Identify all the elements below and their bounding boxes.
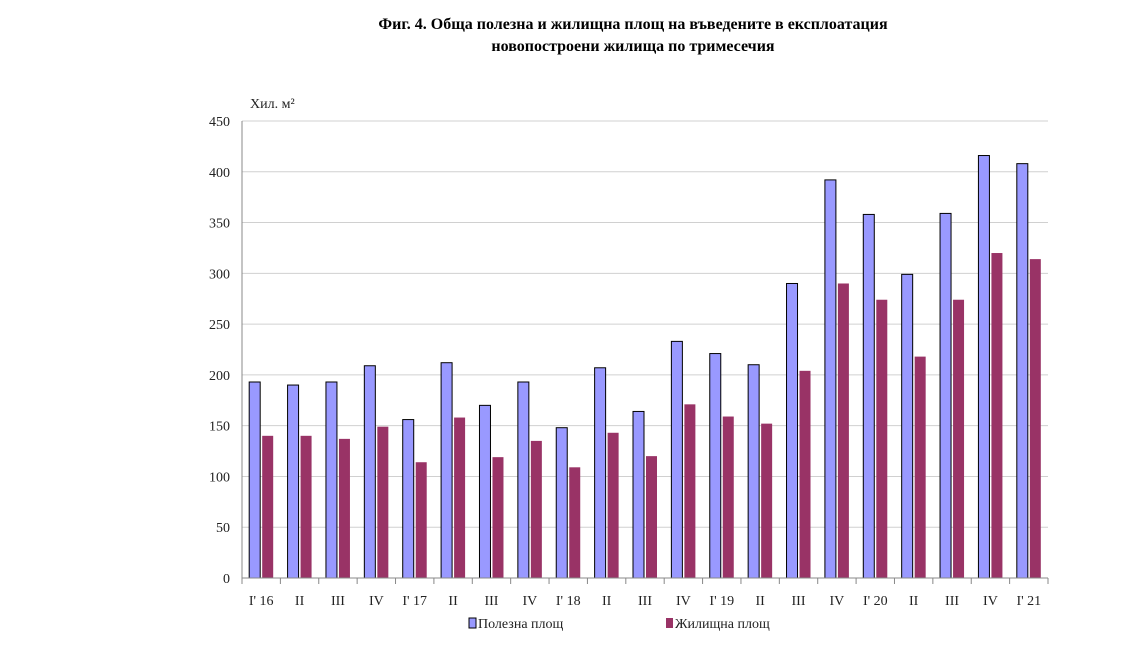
bar-residential-area <box>300 435 312 578</box>
bar-usable-area <box>555 427 568 579</box>
bar-residential-area <box>799 370 811 578</box>
chart-title: Фиг. 4. Обща полезна и жилищна площ на в… <box>0 14 1140 58</box>
bar-residential-area <box>953 299 965 578</box>
bar-residential-area <box>454 417 466 578</box>
bar-usable-area <box>1016 163 1029 579</box>
axes <box>241 121 1049 584</box>
bar-usable-area <box>325 381 338 579</box>
x-tick-label: I' 19 <box>709 594 734 609</box>
bar-residential-area <box>991 253 1003 578</box>
bar-usable-area <box>517 381 530 579</box>
bar-usable-area <box>939 212 952 579</box>
chart-title-line-1: Фиг. 4. Обща полезна и жилищна площ на в… <box>378 16 888 33</box>
y-tick-label: 200 <box>209 369 230 384</box>
legend: Полезна площ Жилищна площ <box>468 617 770 632</box>
y-tick-label: 250 <box>209 318 230 333</box>
x-tick-label: IV <box>983 594 998 609</box>
x-tick-label: II <box>909 594 919 609</box>
x-tick-label: III <box>638 594 652 609</box>
bar-residential-area <box>415 462 427 578</box>
y-tick-labels: 0 50 100 150 200 250 300 350 400 450 <box>209 115 230 587</box>
x-tick-labels: I' 16 II III IV I' 17 II III IV I' 18 II III IV I' 1… <box>249 594 1041 609</box>
x-tick-label: IV <box>369 594 384 609</box>
bar-residential-area <box>569 467 581 578</box>
x-tick-label: IV <box>676 594 691 609</box>
legend-swatch <box>468 617 477 629</box>
x-tick-label: II <box>755 594 765 609</box>
bar-residential-area <box>761 423 773 578</box>
x-tick-label: IV <box>522 594 537 609</box>
x-tick-label: II <box>448 594 458 609</box>
bar-usable-area <box>594 367 607 579</box>
bar-usable-area <box>440 362 453 579</box>
x-tick-label: II <box>602 594 612 609</box>
bar-usable-area <box>248 381 261 579</box>
x-tick-label: III <box>331 594 345 609</box>
x-tick-label: I' 16 <box>249 594 274 609</box>
legend-label: Жилищна площ <box>675 617 770 632</box>
x-tick-label: I' 21 <box>1016 594 1041 609</box>
x-tick-label: I' 20 <box>863 594 888 609</box>
legend-swatch <box>666 618 673 628</box>
bar-usable-area <box>977 155 990 579</box>
y-tick-label: 400 <box>209 166 230 181</box>
bar-residential-area <box>262 435 274 578</box>
bar-usable-area <box>824 179 837 579</box>
bar-usable-area <box>862 213 875 579</box>
bar-residential-area <box>1029 259 1041 578</box>
bar-usable-area <box>478 404 491 579</box>
y-tick-label: 450 <box>209 115 230 130</box>
bar-residential-area <box>837 283 849 578</box>
gridlines <box>242 120 1048 528</box>
y-tick-label: 350 <box>209 217 230 232</box>
y-tick-label: 100 <box>209 470 230 485</box>
x-tick-label: III <box>792 594 806 609</box>
y-tick-label: 150 <box>209 420 230 435</box>
bar-residential-area <box>530 440 542 578</box>
y-tick-label: 50 <box>216 521 230 536</box>
x-tick-label: II <box>295 594 305 609</box>
bar-usable-area <box>363 365 376 579</box>
bar-residential-area <box>607 432 619 578</box>
bar-residential-area <box>684 404 696 578</box>
x-tick-label: III <box>945 594 959 609</box>
bar-residential-area <box>646 456 657 578</box>
bar-residential-area <box>914 356 926 578</box>
bar-usable-area <box>709 353 722 579</box>
bar-usable-area <box>747 364 760 579</box>
x-tick-label: IV <box>830 594 845 609</box>
bar-usable-area <box>786 282 799 579</box>
bar-residential-area <box>492 457 504 578</box>
x-tick-label: I' 18 <box>556 594 581 609</box>
x-tick-label: III <box>484 594 498 609</box>
bar-residential-area <box>338 438 350 578</box>
bar-usable-area <box>287 384 300 579</box>
chart-title-line-2: новопостроени жилища по тримесечия <box>491 38 775 55</box>
bars <box>248 155 1041 579</box>
bar-usable-area <box>901 273 914 579</box>
bar-residential-area <box>722 416 734 578</box>
bar-residential-area <box>377 426 389 578</box>
y-tick-label: 300 <box>209 267 230 282</box>
bar-usable-area <box>670 340 683 579</box>
bar-usable-area <box>632 410 645 579</box>
y-axis-unit-label: Хил. м² <box>250 97 295 112</box>
x-tick-label: I' 17 <box>402 594 427 609</box>
bar-usable-area <box>402 419 415 579</box>
bar-residential-area <box>876 299 888 578</box>
y-tick-label: 0 <box>223 572 230 587</box>
legend-label: Полезна площ <box>478 617 564 632</box>
